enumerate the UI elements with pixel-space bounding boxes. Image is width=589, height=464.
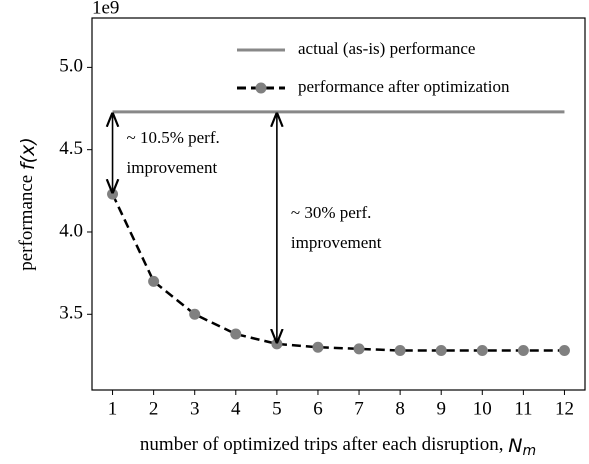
point (189, 308, 201, 320)
y-axis-label: performance f(x) (16, 137, 38, 271)
legend-label: actual (as-is) performance (298, 39, 475, 58)
x-tick-label: 5 (272, 398, 282, 419)
annotation-text: ~ 30% perf. (291, 203, 371, 222)
point (517, 344, 529, 356)
point (230, 328, 242, 340)
x-tick-label: 11 (514, 398, 532, 419)
series-line (111, 193, 565, 352)
annotation-text: improvement (291, 233, 382, 252)
point (312, 341, 324, 353)
x-axis-label: number of optimized trips after each dis… (140, 434, 536, 459)
point (476, 344, 488, 356)
x-tick-label: 12 (555, 398, 574, 419)
point (353, 343, 365, 355)
x-tick-label: 9 (436, 398, 446, 419)
x-tick-label: 6 (313, 398, 323, 419)
y-tick-label: 4.0 (59, 220, 83, 241)
y-offset-label: 1e9 (92, 0, 119, 18)
annotation-text: improvement (127, 158, 218, 177)
x-tick-label: 7 (354, 398, 364, 419)
x-tick-label: 3 (190, 398, 200, 419)
x-tick-label: 4 (231, 398, 241, 419)
point (394, 344, 406, 356)
x-tick-label: 2 (149, 398, 159, 419)
y-tick-label: 4.5 (59, 138, 83, 159)
point (558, 344, 570, 356)
y-tick-label: 5.0 (59, 56, 83, 77)
annotation-text: ~ 10.5% perf. (127, 128, 220, 147)
point (435, 344, 447, 356)
plot-frame (91, 17, 586, 391)
x-tick-label: 10 (473, 398, 492, 419)
legend-label: performance after optimization (298, 77, 510, 96)
x-tick-label: 1 (108, 398, 118, 419)
x-tick-label: 8 (395, 398, 405, 419)
y-tick-label: 3.5 (59, 303, 83, 324)
legend-marker (255, 82, 267, 94)
point (148, 275, 160, 287)
